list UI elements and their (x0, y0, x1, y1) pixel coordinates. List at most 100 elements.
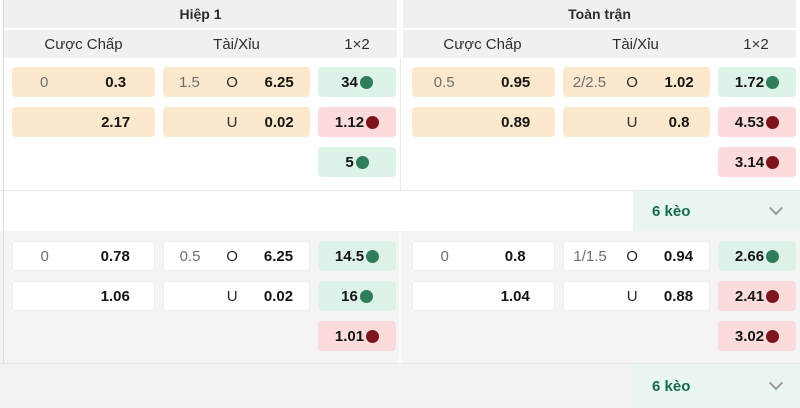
odds-half-first-half: 0 0.78 0.5 O 6.25 14.5 1.06 (0, 241, 400, 351)
chevron-down-icon (768, 201, 784, 216)
one-x-two-odds: 1.12 (334, 113, 365, 131)
group-title: Hiệp 1 (179, 6, 222, 22)
handicap-odds-cell[interactable]: 1.04 (412, 281, 555, 311)
over-under-odds-cell[interactable]: U 0.02 (163, 107, 310, 137)
over-side-label: O (226, 73, 238, 91)
over-under-odds-cell[interactable]: 0.5 O 6.25 (163, 241, 310, 271)
over-under-odds: 0.94 (663, 247, 694, 265)
one-x-two-odds: 2.66 (734, 247, 765, 265)
one-x-two-odds-cell[interactable]: 4.53 (718, 107, 796, 137)
group-title: Toàn trận (568, 6, 631, 22)
empty-cell (12, 321, 155, 351)
under-side-label: U (626, 287, 638, 305)
handicap-odds: 0.89 (501, 113, 531, 131)
empty-cell (563, 147, 710, 177)
column-header-over-under: Tài/Xỉu (612, 35, 659, 53)
one-x-two-odds: 1.72 (734, 73, 765, 91)
under-side-label: U (226, 113, 238, 131)
handicap-odds-cell[interactable]: 1.06 (12, 281, 155, 311)
one-x-two-odds-cell[interactable]: 34 (318, 67, 396, 97)
trend-up-dot (766, 249, 780, 263)
handicap-odds-cell[interactable]: 0 0.78 (12, 241, 155, 271)
one-x-two-odds: 34 (341, 73, 358, 91)
trend-down-dot (366, 115, 380, 129)
one-x-two-odds-cell[interactable]: 5 (318, 147, 396, 177)
over-under-odds: 0.8 (668, 113, 690, 131)
column-headers-first-half: Cược Chấp Tài/Xỉu 1×2 (4, 30, 397, 58)
trend-up-dot (359, 289, 373, 303)
trend-down-dot (766, 289, 780, 303)
handicap-odds-cell[interactable]: 0 0.3 (12, 67, 155, 97)
one-x-two-odds-cell[interactable]: 1.01 (318, 321, 396, 351)
expand-more-odds-button[interactable]: 6 kèo (633, 364, 800, 408)
over-under-line: 1/1.5 (573, 247, 607, 265)
one-x-two-odds-cell[interactable]: 14.5 (318, 241, 396, 271)
over-side-label: O (626, 73, 638, 91)
expand-label: 6 kèo (652, 202, 691, 220)
empty-cell (163, 147, 310, 177)
empty-cell (12, 147, 155, 177)
group-header-full-match: Toàn trận (403, 0, 796, 28)
one-x-two-odds-cell[interactable]: 16 (318, 281, 396, 311)
over-under-odds: 0.02 (263, 287, 294, 305)
trend-down-dot (366, 329, 380, 343)
group-header-first-half: Hiệp 1 (4, 0, 397, 28)
column-headers-full-match: Cược Chấp Tài/Xỉu 1×2 (403, 30, 796, 58)
one-x-two-odds: 3.02 (734, 327, 765, 345)
over-side-label: O (226, 247, 238, 265)
over-under-odds: 6.25 (264, 73, 294, 91)
handicap-odds: 0.3 (105, 73, 127, 91)
left-border-line (3, 0, 4, 364)
one-x-two-odds: 3.14 (734, 153, 765, 171)
trend-up-dot (366, 249, 380, 263)
empty-cell (412, 147, 555, 177)
one-x-two-odds-cell[interactable]: 2.66 (718, 241, 796, 271)
over-under-odds: 0.02 (264, 113, 294, 131)
handicap-odds: 0.8 (504, 247, 526, 265)
expander-row: 6 kèo (0, 190, 800, 231)
one-x-two-odds-cell[interactable]: 1.72 (718, 67, 796, 97)
handicap-line: 0 (440, 247, 449, 265)
expander-row: 6 kèo (0, 363, 800, 408)
chevron-down-icon (768, 376, 784, 391)
handicap-line: 0 (40, 247, 49, 265)
under-side-label: U (626, 113, 638, 131)
one-x-two-odds-cell[interactable]: 1.12 (318, 107, 396, 137)
over-under-odds-cell[interactable]: U 0.8 (563, 107, 710, 137)
over-under-odds-cell[interactable]: U 0.88 (563, 281, 710, 311)
under-side-label: U (226, 287, 238, 305)
one-x-two-odds: 4.53 (734, 113, 765, 131)
over-under-odds-cell[interactable]: 2/2.5 O 1.02 (563, 67, 710, 97)
trend-up-dot (766, 75, 780, 89)
handicap-odds-cell[interactable]: 0 0.8 (412, 241, 555, 271)
one-x-two-odds: 1.01 (334, 327, 365, 345)
handicap-odds-cell[interactable]: 0.5 0.95 (412, 67, 555, 97)
over-under-odds-cell[interactable]: 1/1.5 O 0.94 (563, 241, 710, 271)
over-under-odds-cell[interactable]: 1.5 O 6.25 (163, 67, 310, 97)
trend-up-dot (359, 75, 373, 89)
handicap-odds: 2.17 (101, 113, 131, 131)
over-under-line: 1.5 (179, 73, 200, 91)
one-x-two-odds-cell[interactable]: 3.02 (718, 321, 796, 351)
odds-half-full-match: 0 0.8 1/1.5 O 0.94 2.66 1.04 (400, 241, 800, 351)
handicap-odds: 1.06 (100, 287, 130, 305)
column-header-row: Cược Chấp Tài/Xỉu 1×2 Cược Chấp Tài/Xỉu … (0, 30, 800, 58)
one-x-two-odds: 2.41 (734, 287, 765, 305)
handicap-odds-cell[interactable]: 0.89 (412, 107, 555, 137)
column-group-divider (400, 58, 401, 190)
empty-cell (563, 321, 710, 351)
column-header-1x2: 1×2 (743, 35, 769, 53)
expand-more-odds-button[interactable]: 6 kèo (633, 191, 800, 231)
one-x-two-odds-cell[interactable]: 3.14 (718, 147, 796, 177)
over-under-odds-cell[interactable]: U 0.02 (163, 281, 310, 311)
one-x-two-odds: 5 (345, 153, 354, 171)
one-x-two-odds-cell[interactable]: 2.41 (718, 281, 796, 311)
over-under-odds: 1.02 (664, 73, 694, 91)
column-header-over-under: Tài/Xỉu (213, 35, 260, 53)
over-under-odds: 6.25 (263, 247, 294, 265)
odds-half-full-match: 0.5 0.95 2/2.5 O 1.02 1.72 0.89 (400, 67, 800, 177)
handicap-odds-cell[interactable]: 2.17 (12, 107, 155, 137)
bookmaker-block-2: 0 0.78 0.5 O 6.25 14.5 1.06 (0, 231, 800, 363)
one-x-two-odds: 14.5 (334, 247, 365, 265)
